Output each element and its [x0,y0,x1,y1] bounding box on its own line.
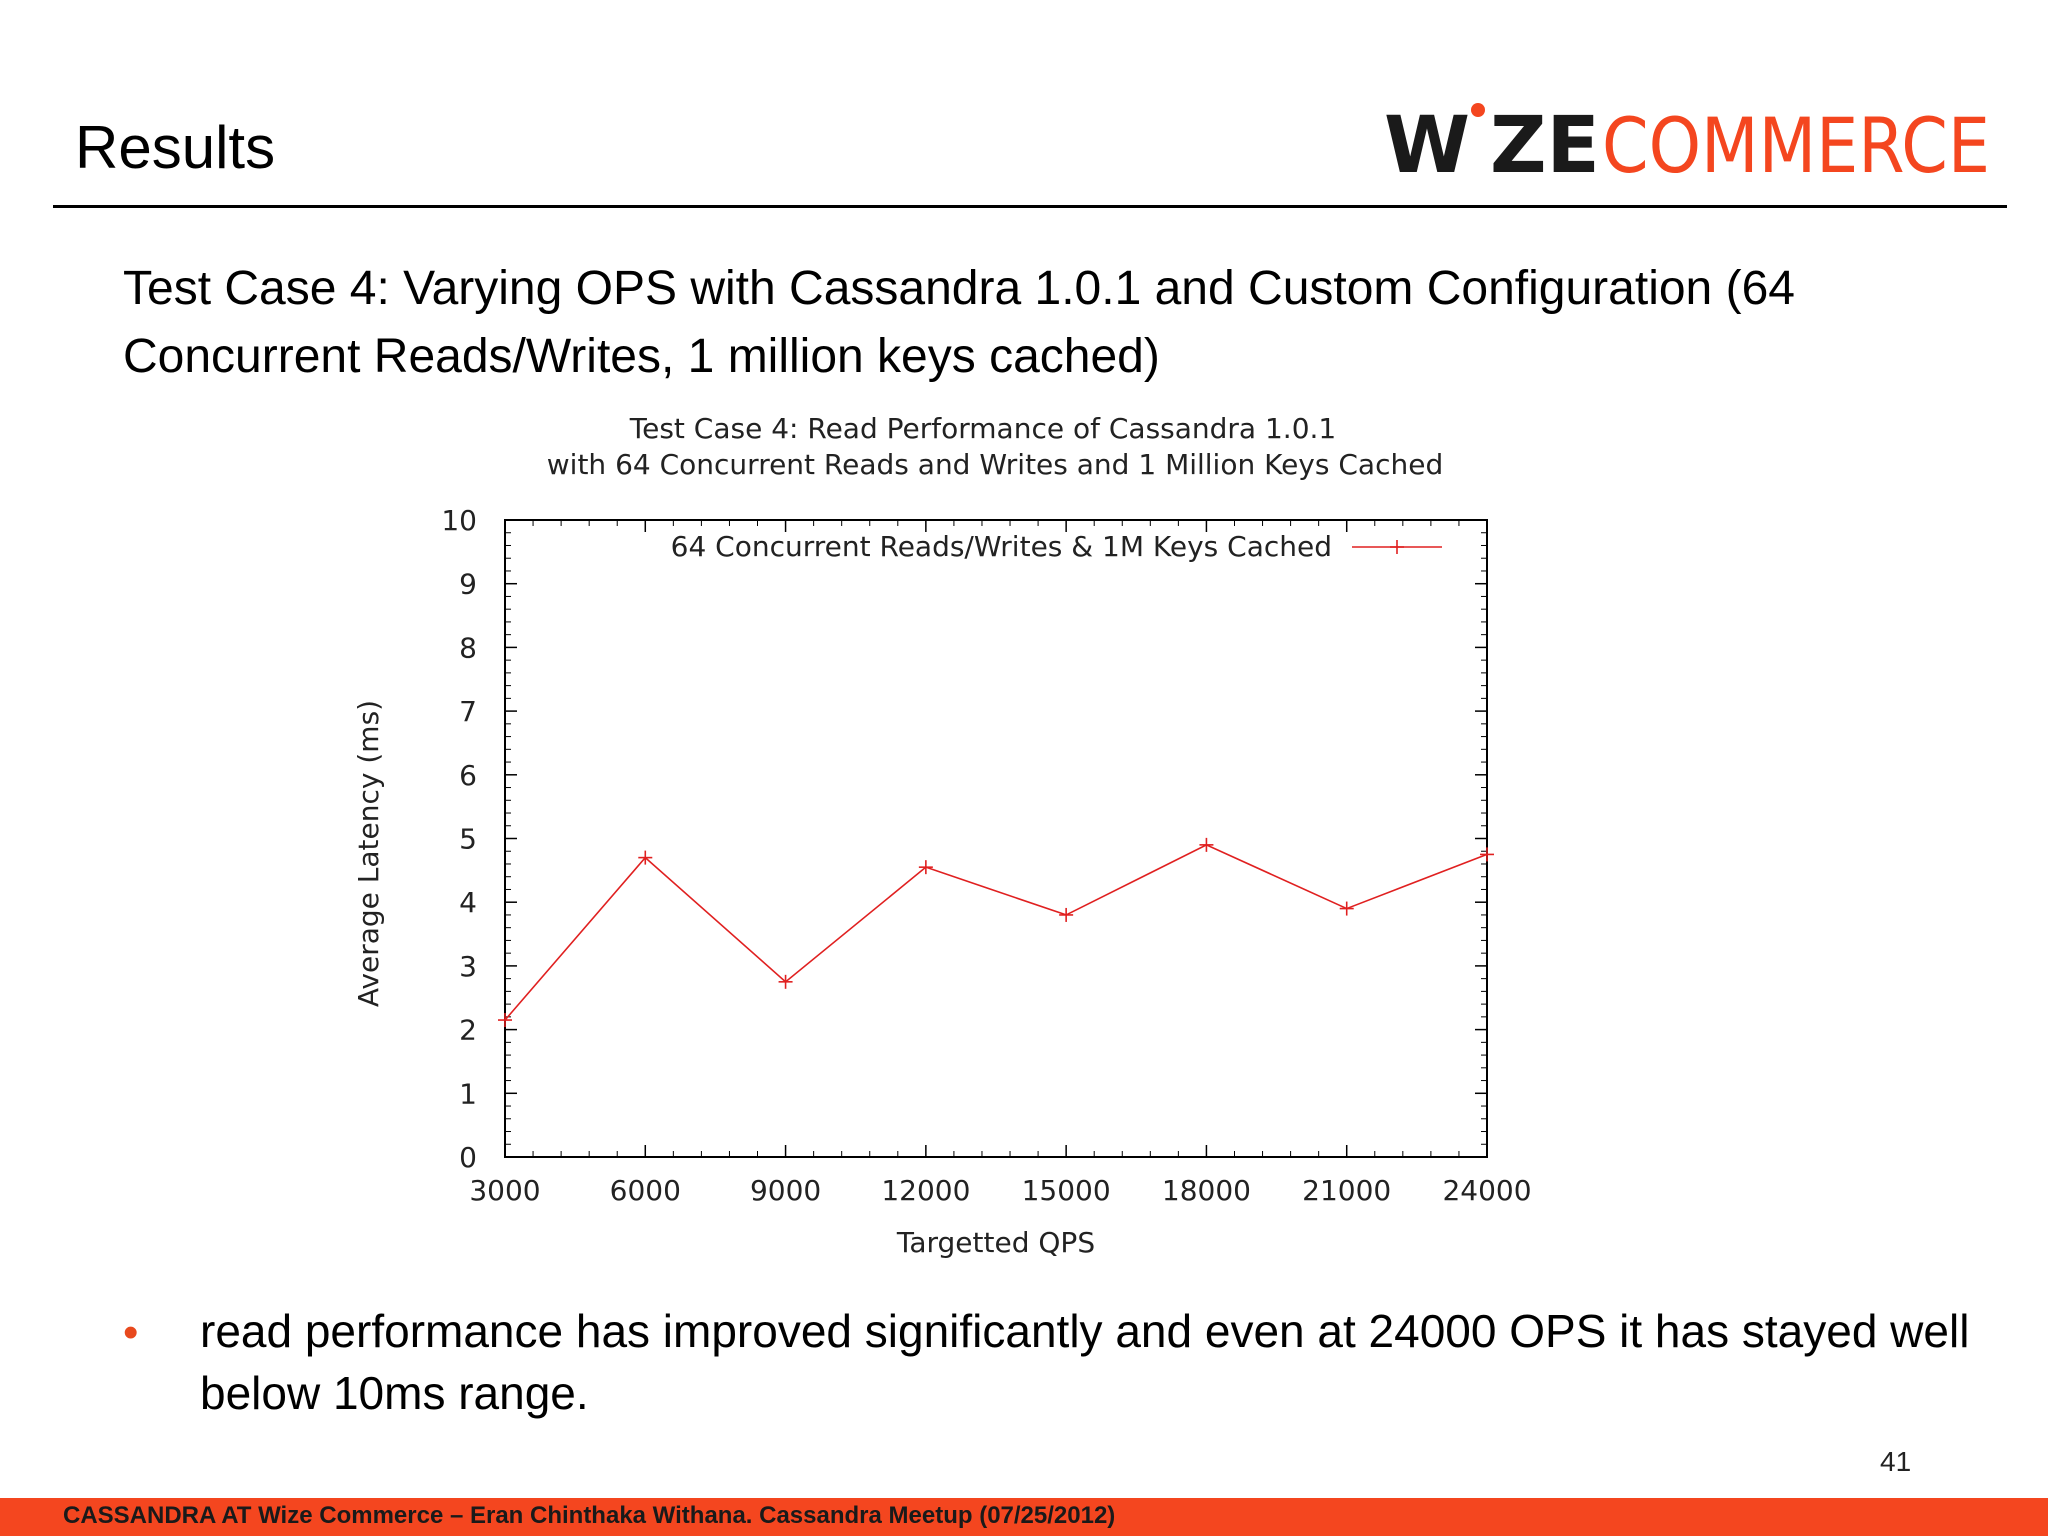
chart-title-line2: with 64 Concurrent Reads and Writes and … [547,448,1443,481]
x-tick-label: 21000 [1302,1174,1391,1207]
y-tick-label: 4 [459,886,477,919]
chart-title-line1: Test Case 4: Read Performance of Cassand… [629,412,1336,445]
tick-labels: 0 1 2 3 4 5 6 7 8 9 10 3000 6000 9000 12000 15000 18000 2… [441,504,1531,1207]
axis-ticks [504,519,1488,1158]
data-point-marker [1199,837,1214,852]
footer-bar: CASSANDRA AT Wize Commerce – Eran Chinth… [0,1498,2048,1536]
y-tick-label: 10 [441,504,477,537]
plot-area-frame [504,519,1488,1158]
x-tick-label: 6000 [610,1174,681,1207]
logo-text-w: W [1384,101,1470,190]
legend-marker [1390,540,1404,554]
y-tick-label: 7 [459,695,477,728]
y-tick-label: 1 [459,1077,477,1110]
footer-text: CASSANDRA AT Wize Commerce – Eran Chinth… [63,1502,1116,1529]
wize-commerce-logo: W ZE COMMERCE [1380,100,2000,191]
logo-dot [1471,103,1485,117]
y-tick-label: 3 [459,950,477,983]
latency-chart: Test Case 4: Read Performance of Cassand… [340,405,1570,1275]
slide-subtitle: Test Case 4: Varying OPS with Cassandra … [123,262,1795,383]
chart-legend: 64 Concurrent Reads/Writes & 1M Keys Cac… [671,530,1442,563]
data-point-marker [638,850,653,865]
data-point-marker [1339,901,1354,916]
x-tick-label: 24000 [1442,1174,1531,1207]
x-tick-label: 9000 [750,1174,821,1207]
legend-label: 64 Concurrent Reads/Writes & 1M Keys Cac… [671,530,1332,563]
page-number: 41 [1880,1446,1912,1477]
series-line [504,843,1488,1021]
bullet-marker: • [123,1308,139,1357]
y-tick-label: 2 [459,1014,477,1047]
y-axis-label: Average Latency (ms) [352,700,385,1007]
y-tick-label: 9 [459,568,477,601]
bullet-text: read performance has improved significan… [200,1305,1970,1419]
logo-text-commerce: COMMERCE [1602,101,1990,190]
x-axis-label: Targetted QPS [896,1226,1095,1259]
slide-title: Results [75,114,276,181]
title-divider [53,205,2007,208]
x-tick-label: 18000 [1162,1174,1251,1207]
logo-text-ze: ZE [1490,101,1600,190]
data-point-marker [778,974,793,989]
x-tick-label: 12000 [881,1174,970,1207]
y-tick-label: 5 [459,823,477,856]
data-point-marker [1480,847,1494,862]
data-point-marker [918,860,933,875]
y-tick-label: 0 [459,1141,477,1174]
chart-svg: Test Case 4: Read Performance of Cassand… [352,412,1532,1259]
data-point-marker [1059,907,1074,922]
y-tick-label: 8 [459,631,477,664]
data-point-marker [498,1013,512,1028]
series-group [498,837,1494,1028]
x-tick-label: 3000 [469,1174,540,1207]
x-tick-label: 15000 [1022,1174,1111,1207]
y-tick-label: 6 [459,759,477,792]
logo-graphic: W ZE COMMERCE [1384,101,1990,191]
